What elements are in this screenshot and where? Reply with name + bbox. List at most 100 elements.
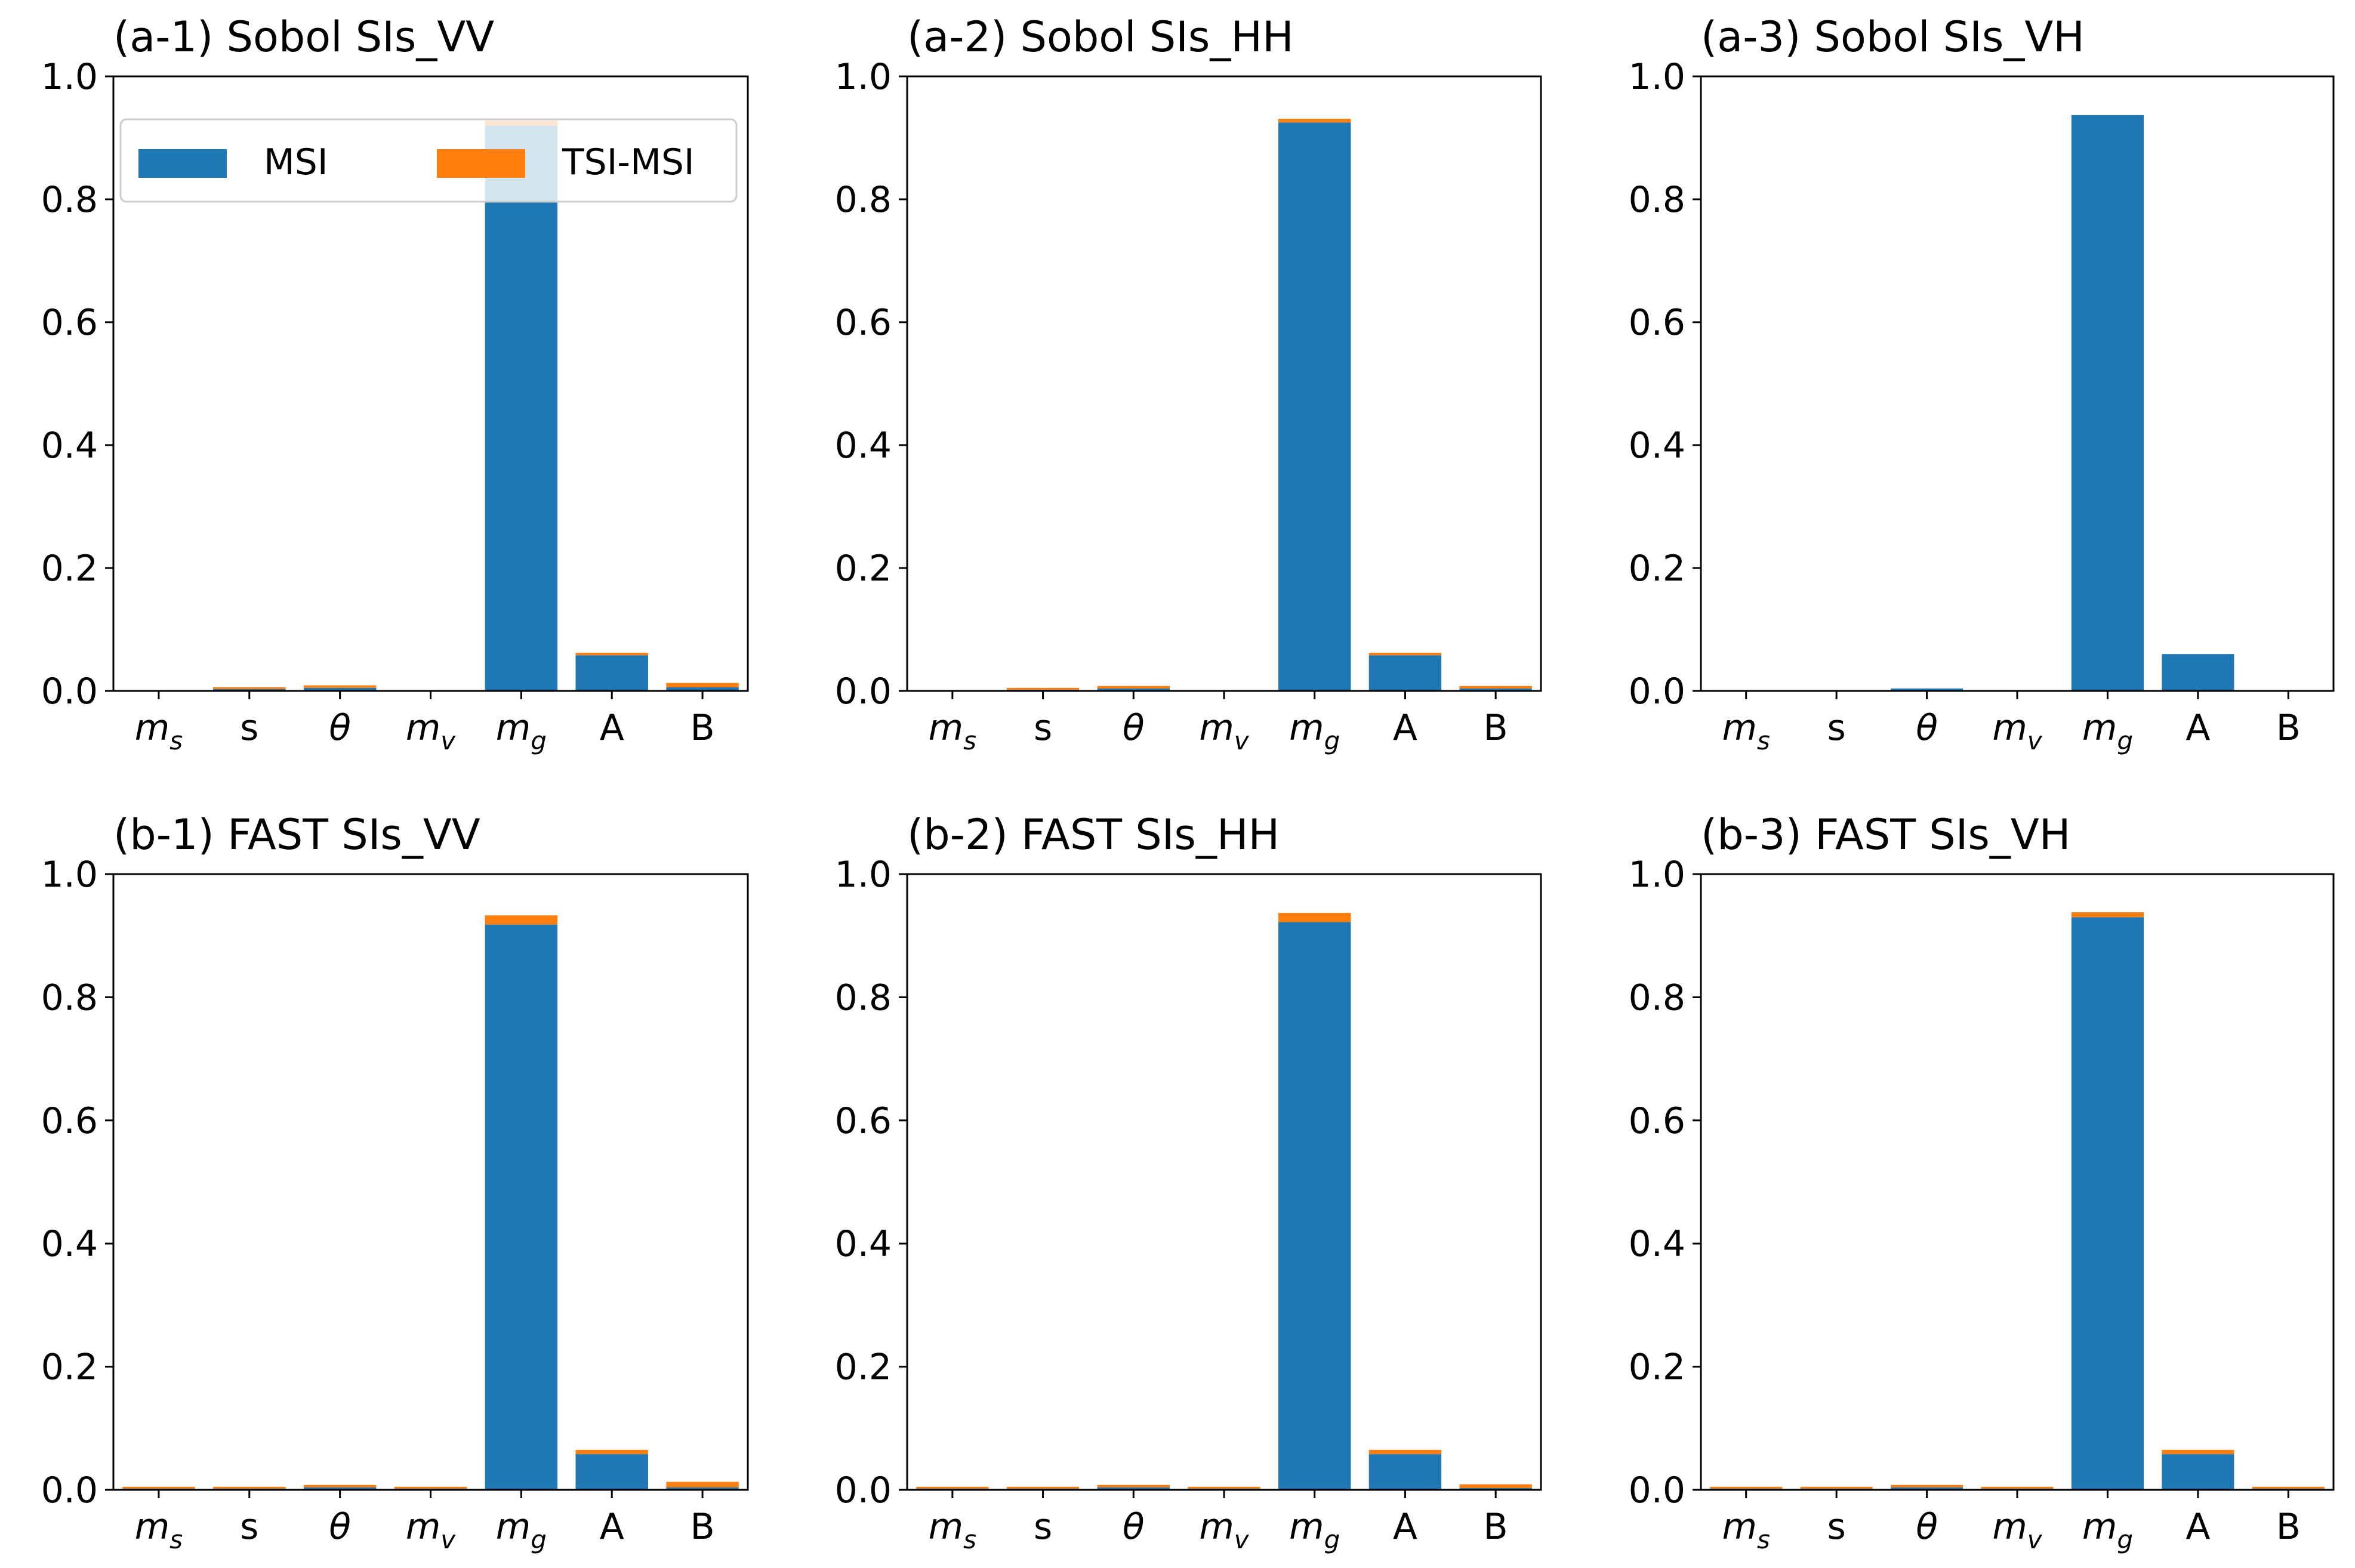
x-tick-label: mg xyxy=(2082,1506,2133,1554)
plot-frame xyxy=(112,873,749,1491)
bar-tsi-msi xyxy=(575,653,648,656)
x-tick-label: A xyxy=(2186,1506,2210,1548)
y-tick-label: 1.0 xyxy=(1629,56,1685,98)
y-tick-label: 1.0 xyxy=(835,56,892,98)
x-tick-label: mv xyxy=(1199,707,1249,755)
bar-tsi-msi xyxy=(2252,1486,2325,1489)
y-tick-label: 0.8 xyxy=(41,977,98,1018)
x-tick-label: A xyxy=(600,1506,624,1548)
x-tick-label: s xyxy=(1034,707,1052,749)
y-tick-label: 0.6 xyxy=(1629,302,1685,344)
x-tick-label: mg xyxy=(496,707,547,755)
bar-msi xyxy=(575,655,648,691)
bar-msi xyxy=(2071,917,2144,1490)
bar-msi xyxy=(1097,1487,1170,1490)
y-tick-label: 0.6 xyxy=(835,1100,892,1142)
y-tick-label: 0.0 xyxy=(41,1470,98,1511)
y-tick-label: 1.0 xyxy=(41,56,98,98)
chart-panel-2: (a-2) Sobol SIs_HH 0.0 0.2 0.4 0.6 0.8 1.0 ms s θ… xyxy=(835,13,1542,755)
bar-tsi-msi xyxy=(1006,687,1080,690)
y-tick-label: 0.6 xyxy=(1629,1100,1685,1142)
bar-tsi-msi xyxy=(1981,1486,2054,1489)
bar-tsi-msi xyxy=(213,1486,286,1489)
y-tick-label: 0.4 xyxy=(41,1223,98,1265)
x-tick-label: A xyxy=(600,707,624,749)
bar-msi xyxy=(485,125,558,691)
bar-tsi-msi xyxy=(1368,653,1442,656)
y-tick-label: 0.4 xyxy=(1629,1223,1685,1265)
bar-tsi-msi xyxy=(303,1484,377,1487)
bar-msi xyxy=(666,687,739,691)
x-tick-label: mg xyxy=(1289,707,1340,755)
bar-tsi-msi xyxy=(1278,913,1351,922)
chart-title: (b-1) FAST SIs_VV xyxy=(113,810,480,859)
x-tick-label: θ xyxy=(1123,1506,1145,1548)
legend-label-msi: MSI xyxy=(264,141,328,183)
bar-msi xyxy=(1097,688,1170,691)
y-tick-label: 0.2 xyxy=(835,548,892,589)
plot-frame xyxy=(1700,75,2335,692)
y-tick-label: 0.4 xyxy=(835,425,892,467)
y-tick-label: 0.2 xyxy=(41,1347,98,1388)
y-tick-label: 0.0 xyxy=(1629,1470,1685,1511)
bar-msi xyxy=(303,1487,377,1490)
y-tick-label: 0.6 xyxy=(41,302,98,344)
bar-tsi-msi xyxy=(303,685,377,688)
bar-tsi-msi xyxy=(1368,1449,1442,1455)
y-tick-label: 0.0 xyxy=(835,671,892,712)
bar-msi xyxy=(213,689,286,691)
y-tick-label: 0.6 xyxy=(41,1100,98,1142)
bar-msi xyxy=(1368,655,1442,691)
chart-panel-6: (b-3) FAST SIs_VH 0.0 0.2 0.4 0.6 0.8 1.0 ms s θ m… xyxy=(1629,810,2335,1554)
plot-frame xyxy=(906,873,1542,1491)
y-tick-label: 0.2 xyxy=(41,548,98,589)
bar-msi xyxy=(1278,922,1351,1490)
x-tick-label: mg xyxy=(2082,707,2133,755)
y-tick-label: 0.2 xyxy=(835,1347,892,1388)
x-tick-label: s xyxy=(1034,1506,1052,1548)
bar-msi xyxy=(1891,1487,1963,1490)
bar-tsi-msi xyxy=(575,1449,648,1455)
y-tick-label: 0.0 xyxy=(835,1470,892,1511)
plot-frame xyxy=(906,75,1542,692)
bar-msi xyxy=(575,1454,648,1490)
x-tick-label: mg xyxy=(496,1506,547,1554)
x-tick-label: mg xyxy=(1289,1506,1340,1554)
x-tick-label: ms xyxy=(929,707,976,755)
bar-tsi-msi xyxy=(2071,912,2144,918)
bar-tsi-msi xyxy=(1188,1486,1260,1489)
chart-title: (b-3) FAST SIs_VH xyxy=(1701,810,2070,859)
bar-msi xyxy=(2162,1454,2234,1490)
x-tick-label: B xyxy=(1484,1506,1508,1548)
y-tick-label: 0.0 xyxy=(1629,671,1685,712)
y-tick-label: 1.0 xyxy=(835,854,892,896)
y-tick-label: 0.6 xyxy=(835,302,892,344)
chart-title: (a-1) Sobol SIs_VV xyxy=(113,13,494,61)
chart-title: (a-3) Sobol SIs_VH xyxy=(1701,13,2085,61)
legend-swatch-tsi-msi xyxy=(437,149,525,178)
bar-msi xyxy=(2162,654,2234,691)
plot-frame xyxy=(1700,873,2335,1491)
x-tick-label: ms xyxy=(1722,707,1770,755)
y-tick-label: 1.0 xyxy=(41,854,98,896)
x-tick-label: s xyxy=(240,707,258,749)
bar-tsi-msi xyxy=(394,1486,467,1489)
y-tick-label: 0.2 xyxy=(1629,1347,1685,1388)
x-tick-label: θ xyxy=(1123,707,1145,749)
x-tick-label: s xyxy=(240,1506,258,1548)
bar-tsi-msi xyxy=(2162,1449,2234,1455)
x-tick-label: s xyxy=(1827,1506,1846,1548)
bar-msi xyxy=(666,1487,739,1490)
x-tick-label: B xyxy=(690,707,714,749)
bar-msi xyxy=(2071,115,2144,691)
bar-tsi-msi xyxy=(1097,686,1170,689)
x-tick-label: B xyxy=(690,1506,714,1548)
x-tick-label: ms xyxy=(135,1506,183,1554)
y-tick-label: 0.4 xyxy=(41,425,98,467)
x-tick-label: ms xyxy=(1722,1506,1770,1554)
legend-swatch-msi xyxy=(138,149,227,178)
bar-tsi-msi xyxy=(916,1486,989,1489)
bar-tsi-msi xyxy=(1891,1484,1963,1487)
legend-box xyxy=(119,118,738,203)
